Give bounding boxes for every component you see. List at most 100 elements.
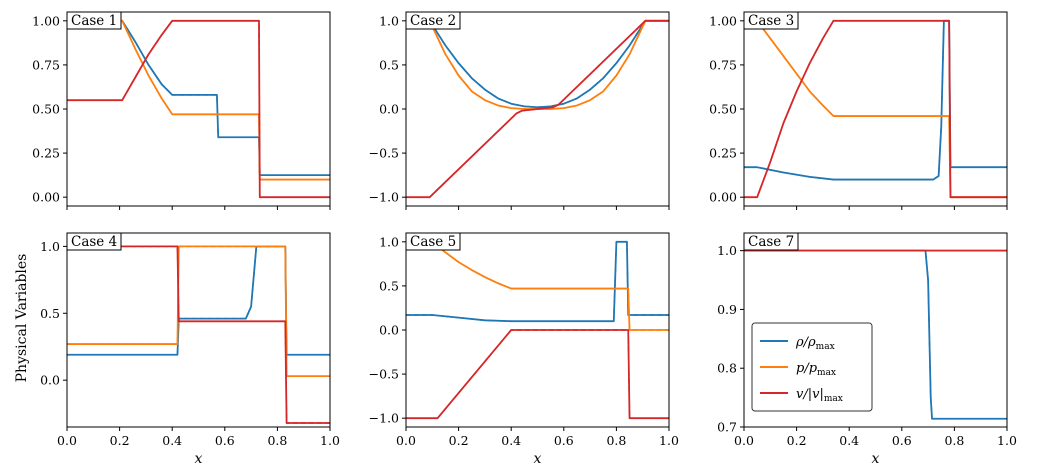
case-title-box <box>66 11 122 30</box>
legend-label-p: p/pmax <box>796 361 836 378</box>
x-axis-label: x <box>195 451 203 467</box>
series-line-rho <box>67 245 330 356</box>
series-group <box>406 19 669 199</box>
y-tick-label: 0.5 <box>379 278 399 293</box>
x-tick-label: 0.8 <box>267 433 287 448</box>
series-ref-line-v <box>406 329 669 419</box>
case-title: Case 3 <box>748 13 794 29</box>
axes-frame <box>743 232 1008 428</box>
series-ref-line-v <box>67 245 330 424</box>
series-group <box>406 240 669 420</box>
y-tick-label: 0.50 <box>32 102 60 117</box>
series-ref-line-p <box>406 241 669 331</box>
series-line-v <box>67 245 330 424</box>
series-line-rho <box>744 19 1007 181</box>
y-tick-label: 0.5 <box>40 306 60 321</box>
y-tick-label: 1.0 <box>40 239 60 254</box>
y-tick-label: 0.75 <box>709 57 737 72</box>
x-tick-label: 0.2 <box>449 433 469 448</box>
x-tick-label: 1.0 <box>320 433 340 448</box>
axes-frame <box>66 11 331 207</box>
series-group <box>67 19 330 199</box>
x-tick-label: 0.6 <box>554 433 574 448</box>
panel-5: 0.0 0.2 0.4 0.6 0.8 1.0 x −1.0 −0.5 0.0 0.5 1.0 Case… <box>369 232 679 467</box>
series-ref-line-p <box>67 245 330 377</box>
series-ref-line-v <box>67 20 330 198</box>
case-title-box <box>405 11 461 30</box>
case-title: Case 5 <box>410 234 456 250</box>
legend: ρ/ρmax p/pmax v/|v|max <box>751 322 873 412</box>
x-tick-label: 0.6 <box>892 433 912 448</box>
panel-6: 0.0 0.2 0.4 0.6 0.8 1.0 x 0.7 0.8 0.9 1.0 Case 7 ρ/ρ… <box>717 232 1017 467</box>
x-tick-label: 0.4 <box>501 433 521 448</box>
legend-box <box>751 322 873 412</box>
y-tick-label: 0.25 <box>32 146 60 161</box>
y-tick-label: 0.00 <box>32 190 60 205</box>
y-tick-label: 1.00 <box>32 13 60 28</box>
y-tick-label: −1.0 <box>369 190 399 205</box>
y-tick-label: 1.0 <box>379 13 399 28</box>
legend-label-v: v/|v|max <box>796 387 843 404</box>
x-tick-label: 0.4 <box>839 433 859 448</box>
y-tick-label: 1.0 <box>717 243 737 258</box>
y-tick-label: 0.25 <box>709 146 737 161</box>
series-ref-line-v <box>744 20 1007 198</box>
y-tick-label: 0.0 <box>40 373 60 388</box>
y-tick-label: 0.0 <box>379 323 399 338</box>
y-tick-label: 0.9 <box>717 302 737 317</box>
series-ref-line-rho <box>744 20 1007 181</box>
series-ref-line-rho <box>406 20 669 108</box>
series-line-v <box>744 19 1007 199</box>
y-tick-label: 0.8 <box>717 361 737 376</box>
case-title-box <box>743 232 799 251</box>
series-line-rho <box>67 19 330 177</box>
y-tick-label: 0.5 <box>379 57 399 72</box>
y-tick-label: 0.50 <box>709 102 737 117</box>
y-tick-label: 0.7 <box>717 420 737 435</box>
case-title: Case 1 <box>71 13 117 29</box>
series-ref-line-rho <box>406 241 669 322</box>
y-tick-label: −0.5 <box>369 367 399 382</box>
series-line-p <box>67 245 330 378</box>
series-ref-line-rho <box>744 249 1007 420</box>
y-tick-label: 1.00 <box>709 13 737 28</box>
x-tick-label: 1.0 <box>997 433 1017 448</box>
y-tick-label: 0.00 <box>709 190 737 205</box>
case-title-box <box>743 11 799 30</box>
y-tick-label: 1.0 <box>379 234 399 249</box>
x-tick-label: 0.0 <box>57 433 77 448</box>
panel-1: 0.00 0.25 0.50 0.75 1.00 Case 1 <box>32 11 331 210</box>
panel-4: 0.0 0.2 0.4 0.6 0.8 1.0 x 0.0 0.5 1.0 Case 4 <box>40 232 340 467</box>
x-tick-label: 0.6 <box>215 433 235 448</box>
legend-label-rho: ρ/ρmax <box>795 335 835 352</box>
case-title: Case 2 <box>410 13 456 29</box>
series-line-v <box>67 19 330 199</box>
x-tick-label: 0.0 <box>734 433 754 448</box>
x-tick-label: 0.8 <box>606 433 626 448</box>
series-ref-line-v <box>406 20 669 198</box>
x-tick-label: 0.8 <box>944 433 964 448</box>
x-axis-label: x <box>534 451 542 467</box>
x-tick-label: 1.0 <box>659 433 679 448</box>
series-group <box>744 19 1007 199</box>
y-axis-label: Physical Variables <box>14 254 30 383</box>
series-ref-line-rho <box>67 20 330 176</box>
case-title-box <box>66 232 122 251</box>
case-title: Case 7 <box>748 234 794 250</box>
series-line-v <box>406 19 669 199</box>
series-ref-line-p <box>744 20 1007 198</box>
series-line-rho <box>406 19 669 109</box>
series-ref-line-rho <box>67 245 330 356</box>
x-tick-label: 0.2 <box>110 433 130 448</box>
series-group <box>67 245 330 424</box>
x-tick-label: 0.2 <box>787 433 807 448</box>
y-tick-label: −1.0 <box>369 411 399 426</box>
axes-frame <box>743 11 1008 207</box>
x-axis-label: x <box>872 451 880 467</box>
series-line-p <box>744 19 1007 199</box>
case-title-box <box>405 232 461 251</box>
x-tick-label: 0.4 <box>162 433 182 448</box>
y-tick-label: 0.75 <box>32 57 60 72</box>
y-tick-label: 0.0 <box>379 102 399 117</box>
